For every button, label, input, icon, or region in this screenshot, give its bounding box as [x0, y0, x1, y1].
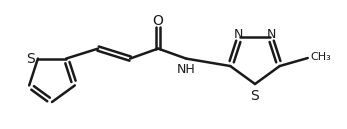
- Text: N: N: [234, 29, 243, 41]
- Text: S: S: [26, 52, 35, 66]
- Text: CH₃: CH₃: [311, 52, 331, 62]
- Text: N: N: [266, 29, 276, 41]
- Text: O: O: [153, 14, 163, 28]
- Text: NH: NH: [177, 63, 195, 76]
- Text: S: S: [251, 89, 259, 103]
